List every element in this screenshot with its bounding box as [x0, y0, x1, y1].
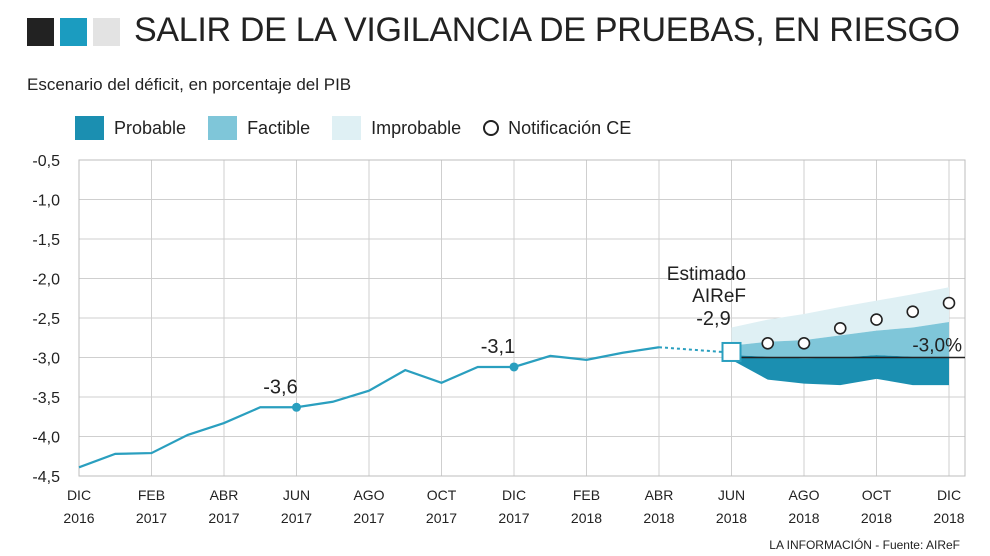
x-tick-label: ABR 2018: [643, 487, 675, 526]
estimate-marker: [721, 341, 742, 362]
x-tick-label: FEB 2018: [570, 487, 603, 526]
legend-item: Notificación CE: [483, 118, 631, 139]
line: [78, 346, 660, 469]
point: [509, 362, 519, 372]
x-tick-label: OCT 2018: [860, 487, 893, 526]
title-square: [60, 18, 87, 46]
x-tick-label: AGO 2017: [353, 487, 385, 526]
x-tick-label: ABR 2017: [208, 487, 240, 526]
notification-marker: [833, 321, 847, 335]
point: [292, 402, 301, 412]
y-tick-label: -3,0: [32, 351, 60, 368]
y-tick-label: -2,0: [32, 272, 60, 289]
y-tick-label: -1,5: [32, 232, 60, 249]
legend-item: Probable: [75, 116, 186, 140]
y-tick-label: -0,5: [32, 153, 60, 170]
notification-marker: [870, 313, 883, 326]
legend-item: Factible: [208, 116, 310, 140]
y-tick-label: -4,5: [32, 469, 60, 486]
legend-item: Improbable: [332, 116, 461, 140]
legend-swatch: [208, 116, 238, 140]
value-label: -3,1: [481, 336, 515, 358]
y-tick-label: -2,5: [32, 311, 60, 328]
estimate-value-label: -2,9: [696, 308, 730, 330]
x-tick-label: AGO 2018: [788, 487, 820, 526]
x-tick-label: OCT 2017: [425, 487, 458, 526]
legend-marker: [483, 120, 500, 136]
estimate-label: Estimado AIReF: [666, 264, 746, 307]
x-tick-label: FEB 2017: [135, 487, 168, 526]
x-tick-label: DIC 2017: [498, 487, 530, 526]
title-square: [93, 18, 120, 46]
y-tick-label: -4,0: [32, 430, 60, 447]
legend-label: Probable: [114, 117, 187, 138]
dashed-connector: [658, 346, 723, 353]
notification-marker: [942, 296, 956, 310]
y-tick-label: -1,0: [32, 193, 60, 210]
notification-marker: [797, 336, 811, 350]
title-square: [27, 18, 54, 46]
plot-frame: [78, 159, 966, 477]
notification-marker: [761, 336, 775, 350]
legend-label: Factible: [247, 117, 311, 138]
source: LA INFORMACIÓN - Fuente: AIReF: [769, 538, 960, 552]
legend-swatch: [332, 116, 362, 140]
chart-subtitle: Escenario del déficit, en porcentaje del…: [27, 75, 352, 94]
y-tick-label: -3,5: [32, 390, 60, 407]
legend-label: Improbable: [371, 117, 462, 138]
legend-label: Notificación CE: [508, 117, 632, 138]
x-tick-label: JUN 2017: [280, 487, 313, 526]
x-tick-label: DIC 2018: [933, 487, 965, 526]
value-label: -3,6: [263, 376, 297, 398]
legend: Probable Factible Improbable Notificació…: [75, 116, 653, 140]
reference-label: -3,0%: [912, 336, 962, 357]
band-area: [731, 287, 949, 346]
notification-marker: [906, 305, 920, 318]
chart-title: SALIR DE LA VIGILANCIA DE PRUEBAS, EN RI…: [134, 11, 960, 49]
band-area: [731, 355, 949, 386]
x-tick-label: DIC 2016: [63, 487, 95, 526]
legend-swatch: [75, 116, 104, 140]
x-tick-label: JUN 2018: [715, 487, 748, 526]
band-area: [731, 321, 949, 359]
